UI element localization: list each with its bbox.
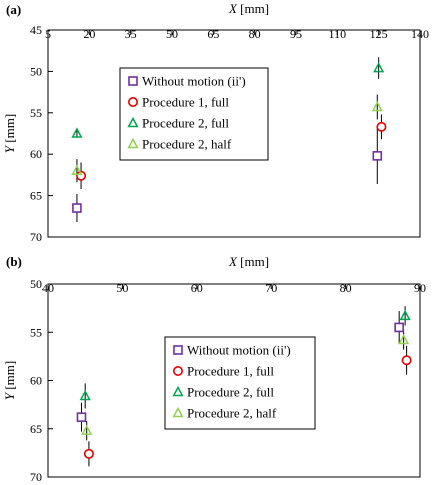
x-tick-label: 65: [207, 27, 219, 41]
legend-entry: Procedure 2, half: [187, 406, 277, 421]
data-point-triangle: [373, 62, 385, 73]
x-tick-label: 50: [116, 281, 128, 295]
data-point-circle: [376, 121, 387, 132]
legend-marker: [172, 406, 184, 418]
y-tick-label: 55: [30, 106, 42, 120]
data-point-triangle: [79, 389, 91, 401]
data-point-triangle: [71, 127, 83, 138]
x-tick-label: 110: [329, 27, 347, 41]
y-tick-label: 50: [30, 64, 42, 78]
panel-a: 5 20 35 50 65 80 95 110 125 140 45 50 55 60 65 70 (a) X […: [2, 1, 429, 244]
y-tick-label: 65: [30, 189, 42, 203]
y-tick-label: 70: [30, 230, 42, 244]
y-axis-label: Y [mm]: [2, 361, 17, 400]
x-tick-label: 60: [191, 281, 203, 295]
data-point-square: [76, 412, 87, 422]
plot-frame: [47, 29, 421, 238]
legend-entry: Procedure 1, full: [142, 95, 229, 110]
y-tick-label: 50: [30, 277, 42, 291]
x-tick-label: 50: [166, 27, 178, 41]
legend-marker: [128, 97, 139, 108]
x-tick-label: 40: [42, 281, 54, 295]
y-tick-label: 70: [30, 470, 42, 484]
legend-entry: Procedure 2, full: [142, 116, 229, 131]
legend-marker: [172, 385, 184, 397]
legend-marker: [173, 365, 184, 376]
y-tick-label: 65: [30, 422, 42, 436]
y-tick-label: 60: [30, 374, 42, 388]
data-point-circle: [401, 355, 412, 366]
y-axis-label: Y [mm]: [2, 114, 17, 153]
legend-marker: [127, 116, 139, 128]
y-tick-label: 45: [30, 23, 42, 37]
legend-entry: Procedure 2, full: [187, 385, 274, 400]
panel-label: (a): [6, 2, 21, 17]
legend-entry: Without motion (ii'): [142, 74, 246, 89]
x-tick-label: 5: [45, 27, 51, 41]
legend-entry: Procedure 1, full: [187, 364, 274, 379]
data-point-square: [394, 322, 404, 333]
data-point-triangle: [71, 164, 83, 176]
x-tick-label: 90: [414, 281, 426, 295]
x-tick-label: 125: [370, 27, 388, 41]
x-tick-label: 95: [290, 27, 302, 41]
legend-box: [164, 336, 316, 430]
x-tick-label: 80: [249, 27, 261, 41]
data-point-square: [372, 151, 383, 161]
legend-box: [119, 67, 269, 161]
x-tick-label: 80: [340, 281, 352, 295]
data-point-triangle: [398, 333, 410, 345]
x-axis-label: X [mm]: [228, 254, 269, 269]
data-point-triangle: [81, 424, 93, 435]
x-tick-label: 20: [83, 27, 95, 41]
x-tick-label: 35: [125, 27, 137, 41]
legend-marker: [128, 76, 138, 86]
x-tick-label: 70: [265, 281, 277, 295]
x-axis-label: X [mm]: [228, 1, 269, 16]
data-point-triangle: [399, 309, 411, 321]
legend-entry: Procedure 2, half: [142, 137, 232, 152]
legend-marker: [173, 345, 183, 355]
panel-label: (b): [6, 254, 22, 269]
y-tick-label: 60: [30, 147, 42, 161]
y-tick-label: 55: [30, 325, 42, 339]
legend-entry: Without motion (ii'): [187, 343, 291, 358]
x-tick-label: 140: [411, 27, 429, 41]
data-point-triangle: [371, 100, 383, 112]
legend-marker: [127, 137, 139, 149]
data-point-circle: [83, 448, 94, 459]
data-point-square: [72, 203, 82, 213]
